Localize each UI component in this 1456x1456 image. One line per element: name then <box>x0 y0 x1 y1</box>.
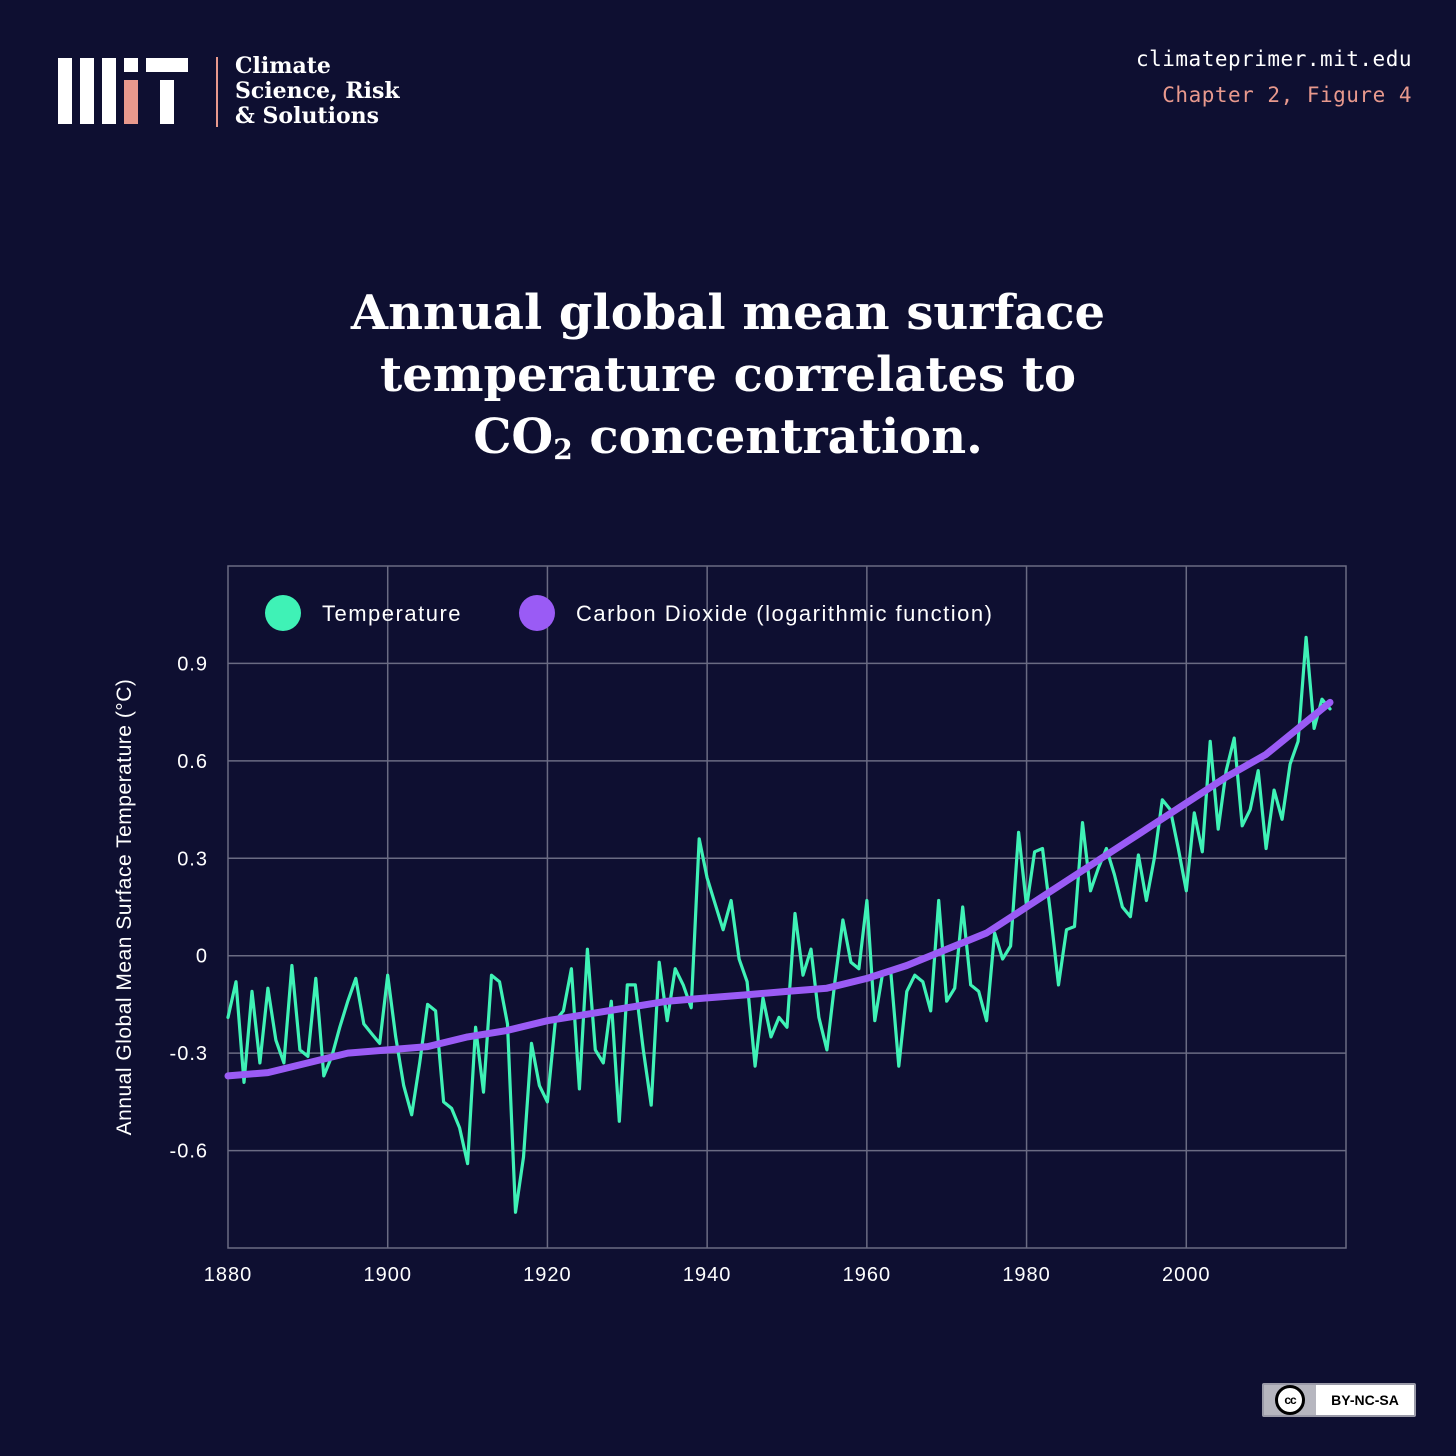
title-line: temperature correlates to <box>380 347 1076 403</box>
x-tick-label: 1980 <box>1002 1264 1051 1286</box>
legend-temperature-label: Temperature <box>322 601 462 626</box>
org-name: Climate Science, Risk & Solutions <box>235 54 400 129</box>
x-tick-label: 1960 <box>843 1264 892 1286</box>
title-line3-suffix: concentration. <box>572 409 983 465</box>
site-url: climateprimer.mit.edu <box>1135 47 1412 71</box>
legend-temperature-marker <box>265 595 301 631</box>
mit-logo <box>58 58 188 124</box>
y-tick-label: 0.9 <box>177 653 208 675</box>
license-badge[interactable]: cc BY-NC-SA <box>1262 1383 1416 1417</box>
org-name-line: Science, Risk <box>235 78 400 104</box>
legend-co2-marker <box>519 595 555 631</box>
x-tick-label: 1920 <box>523 1264 572 1286</box>
chart-title: Annual global mean surface temperature c… <box>228 282 1228 481</box>
x-tick-label: 1880 <box>204 1264 253 1286</box>
y-tick-label: 0.3 <box>177 848 208 870</box>
title-line: CO2 concentration. <box>228 406 1228 481</box>
x-tick-label: 1900 <box>363 1264 412 1286</box>
y-tick-label: 0 <box>196 946 208 968</box>
co2-line <box>224 698 1334 1080</box>
temperature-line <box>226 635 1332 1214</box>
y-tick-label: -0.6 <box>170 1141 208 1163</box>
y-axis-label: Annual Global Mean Surface Temperature (… <box>113 679 136 1136</box>
figure-reference: Chapter 2, Figure 4 <box>1162 83 1412 107</box>
license-icon-area: cc <box>1264 1385 1316 1415</box>
x-tick-label: 2000 <box>1162 1264 1211 1286</box>
title-line: Annual global mean surface <box>350 285 1106 341</box>
logo-divider <box>216 57 218 127</box>
title-co2-text: CO <box>473 409 554 465</box>
title-co2-subscript: 2 <box>553 433 573 466</box>
creative-commons-icon: cc <box>1275 1385 1305 1415</box>
org-name-line: Climate <box>235 53 331 79</box>
y-tick-label: 0.6 <box>177 751 208 773</box>
y-tick-label: -0.3 <box>170 1043 208 1065</box>
license-label: BY-NC-SA <box>1331 1392 1399 1408</box>
x-tick-label: 1940 <box>683 1264 732 1286</box>
org-name-line: & Solutions <box>235 103 380 129</box>
plot-area-frame <box>227 565 1347 1249</box>
legend-co2-label: Carbon Dioxide (logarithmic function) <box>576 601 993 626</box>
